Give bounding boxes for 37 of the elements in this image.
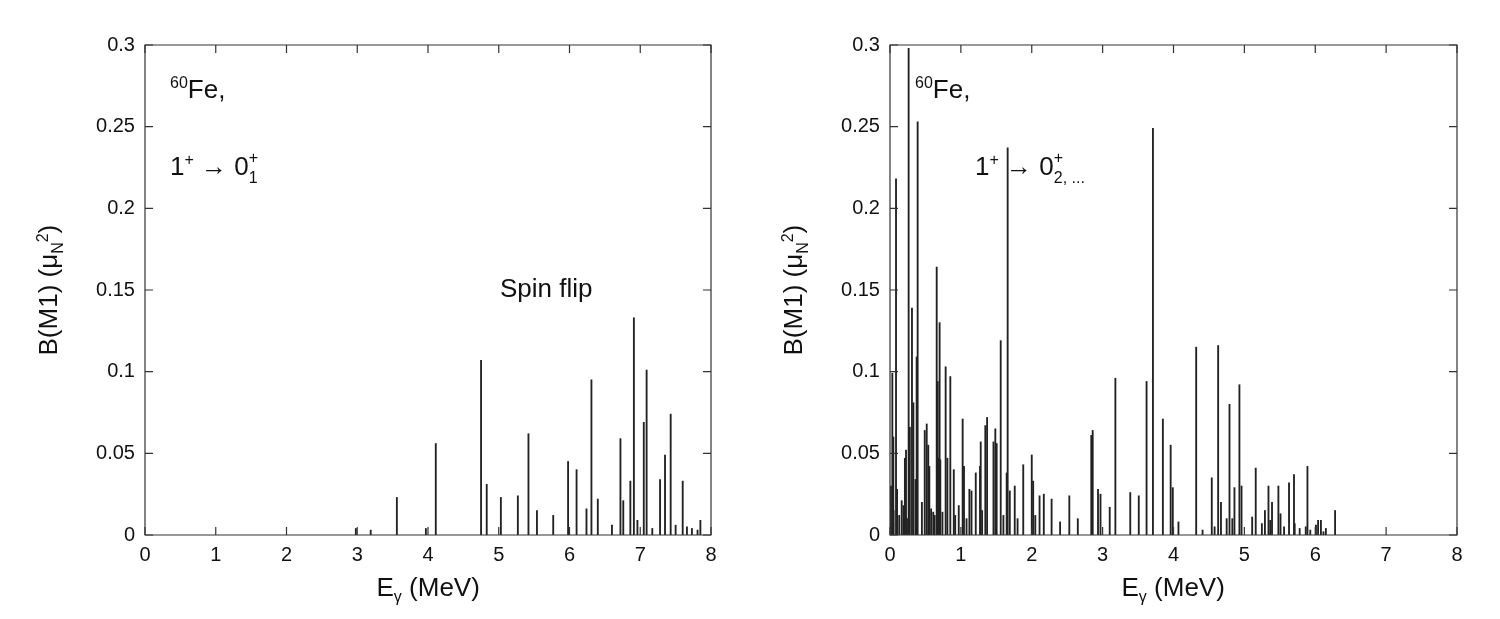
y-tick-label: 0 — [868, 522, 880, 545]
x-tick-label: 6 — [1309, 542, 1321, 565]
x-tick-label: 5 — [493, 542, 505, 565]
x-tick-label: 7 — [634, 542, 646, 565]
y-tick-label: 0.05 — [96, 440, 135, 463]
x-tick-label: 0 — [884, 542, 896, 565]
y-tick-label: 0 — [123, 522, 135, 545]
y-tick-label: 0.15 — [96, 277, 135, 300]
x-tick-label: 8 — [1451, 542, 1463, 565]
x-tick-label: 4 — [1167, 542, 1180, 565]
x-tick-label: 4 — [422, 542, 434, 565]
annotation: $^{60}$Fe, — [170, 73, 226, 104]
x-tick-label: 1 — [955, 542, 967, 565]
x-tick-label: 0 — [139, 542, 151, 565]
x-tick-label: 3 — [351, 542, 363, 565]
x-axis-title: E$_{γ}$ (MeV) — [376, 572, 480, 607]
y-tick-label: 0.1 — [107, 359, 135, 382]
y-tick-label: 0.25 — [841, 114, 880, 137]
annotation: Spin flip — [500, 273, 593, 303]
x-tick-label: 2 — [1026, 542, 1038, 565]
x-tick-label: 3 — [1097, 542, 1109, 565]
x-axis-title: E$_{γ}$ (MeV) — [1121, 572, 1225, 607]
x-tick-label: 6 — [563, 542, 576, 565]
y-tick-label: 0.1 — [852, 359, 880, 382]
y-tick-label: 0.2 — [107, 195, 135, 218]
y-tick-label: 0.05 — [841, 440, 880, 463]
y-tick-label: 0.25 — [96, 114, 135, 137]
x-tick-label: 1 — [210, 542, 222, 565]
x-tick-label: 8 — [705, 542, 717, 565]
annotation: $^{60}$Fe, — [915, 73, 971, 104]
y-tick-label: 0.3 — [852, 32, 880, 55]
y-tick-label: 0.15 — [841, 277, 880, 300]
y-tick-label: 0.2 — [852, 195, 880, 218]
x-tick-label: 5 — [1238, 542, 1250, 565]
y-tick-label: 0.3 — [107, 32, 135, 55]
x-tick-label: 7 — [1380, 542, 1392, 565]
x-tick-label: 2 — [280, 542, 293, 565]
